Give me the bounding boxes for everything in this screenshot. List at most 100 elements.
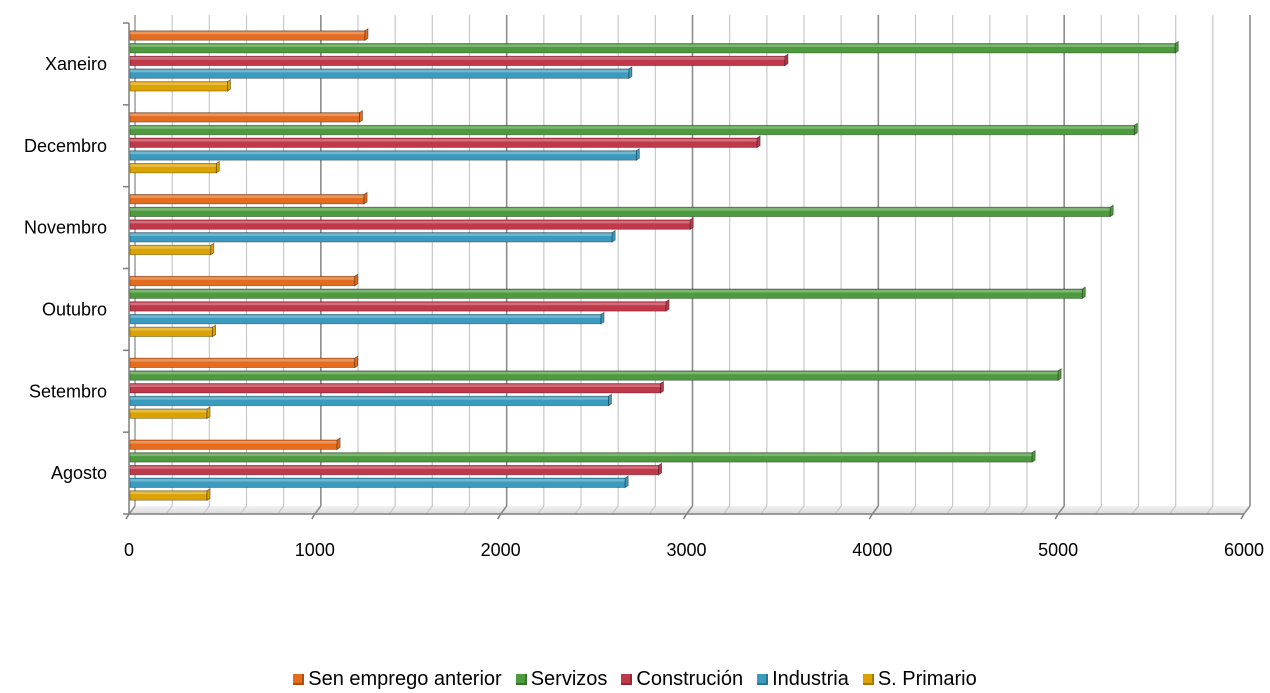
bar-cap: [1057, 368, 1062, 382]
x-tick: [1240, 513, 1245, 520]
bar: [129, 217, 694, 231]
bar-highlight: [130, 31, 366, 35]
bar-cap: [354, 273, 359, 287]
legend: Sen emprego anterior Servizos Construción I…: [0, 668, 1270, 691]
x-tick-label: 2000: [481, 540, 521, 560]
bar: [129, 191, 368, 205]
bar-highlight: [130, 466, 659, 469]
bar: [129, 355, 359, 369]
bar: [129, 122, 1138, 136]
legend-swatch: [862, 674, 874, 685]
gridline-floor: [1094, 505, 1102, 515]
y-category-label: Agosto: [51, 463, 107, 483]
gridline-floor: [500, 505, 508, 515]
gridline-floor: [128, 505, 136, 515]
bar-cap: [689, 217, 694, 231]
bar-highlight: [130, 233, 613, 237]
gridline-floor: [1243, 505, 1251, 515]
bar: [129, 28, 369, 42]
bar: [129, 204, 1114, 218]
bar-highlight: [130, 491, 208, 495]
legend-label: Sen emprego anterior: [308, 668, 502, 690]
x-tick-label: 0: [124, 540, 134, 560]
bar: [129, 147, 640, 161]
bar: [129, 368, 1062, 382]
bar-highlight: [130, 246, 211, 249]
bar-face: [129, 232, 613, 243]
y-category-label: Xaneiro: [45, 54, 107, 74]
bar: [129, 380, 664, 394]
legend-swatch: [621, 674, 633, 685]
gridline-floor: [425, 505, 433, 515]
gridline-floor: [1132, 505, 1139, 515]
gridline-floor: [388, 505, 396, 515]
x-tick-label: 6000: [1224, 540, 1264, 560]
bar: [129, 487, 211, 501]
x-tick: [125, 513, 130, 520]
bar-highlight: [130, 220, 691, 224]
bar-cap: [364, 28, 369, 42]
gridline-floor: [1169, 505, 1177, 515]
bar-highlight: [130, 113, 360, 117]
bar: [129, 135, 761, 149]
gridline-floor: [946, 505, 954, 515]
bar-highlight: [130, 82, 228, 86]
legend-item: Servizos: [515, 668, 608, 691]
legend-label: Industria: [772, 668, 849, 690]
gridline-floor: [871, 505, 879, 515]
bar-highlight: [130, 44, 1176, 47]
bars: [129, 28, 1179, 501]
y-category-label: Novembro: [24, 218, 107, 238]
axes: [123, 15, 1245, 520]
bar: [129, 298, 670, 312]
gridline-floor: [834, 505, 842, 515]
bar-highlight: [130, 409, 208, 413]
legend-swatch: [515, 674, 527, 685]
bar: [129, 311, 605, 325]
bar-highlight: [130, 359, 355, 362]
bar-highlight: [130, 384, 661, 387]
gridline-floor: [1057, 505, 1065, 515]
bar-cap: [1133, 122, 1138, 136]
bar: [129, 66, 633, 80]
gridline-floor: [648, 505, 656, 515]
x-tick-label: 5000: [1038, 540, 1078, 560]
x-tick-label: 1000: [295, 540, 335, 560]
bar-cap: [1109, 204, 1114, 218]
gridline-floor: [537, 505, 545, 515]
bar-cap: [665, 298, 670, 312]
gridline-floor: [611, 505, 619, 515]
legend-label: S. Primario: [877, 668, 977, 690]
bar-cap: [354, 355, 359, 369]
bar: [129, 462, 663, 476]
legend-label: Servizos: [530, 668, 608, 690]
bar-highlight: [130, 164, 217, 167]
legend-item: Sen emprego anterior: [293, 668, 502, 691]
bar-cap: [1174, 40, 1179, 54]
bar-highlight: [130, 440, 338, 444]
x-tick-label: 3000: [666, 540, 706, 560]
bar-cap: [658, 462, 663, 476]
bar-cap: [756, 135, 761, 149]
y-category-label: Outubro: [42, 299, 107, 319]
bar: [129, 437, 341, 451]
bar-highlight: [130, 195, 365, 198]
bar-cap: [206, 406, 211, 420]
gridline-floor: [165, 505, 173, 515]
bar: [129, 53, 789, 67]
bar-cap: [212, 324, 217, 338]
legend-item: Construción: [621, 668, 743, 691]
x-tick: [682, 513, 688, 520]
bar-cap: [227, 78, 231, 92]
bar: [129, 242, 215, 256]
bar-cap: [624, 475, 629, 489]
gridline-floor: [760, 505, 768, 515]
gridline-floor: [1206, 505, 1214, 515]
gridline-floor: [202, 505, 210, 515]
gridline-floor: [723, 505, 731, 515]
gridline-floor: [1020, 505, 1028, 515]
bar: [129, 475, 629, 489]
x-tick: [1054, 513, 1059, 520]
gridline-floor: [983, 505, 991, 515]
